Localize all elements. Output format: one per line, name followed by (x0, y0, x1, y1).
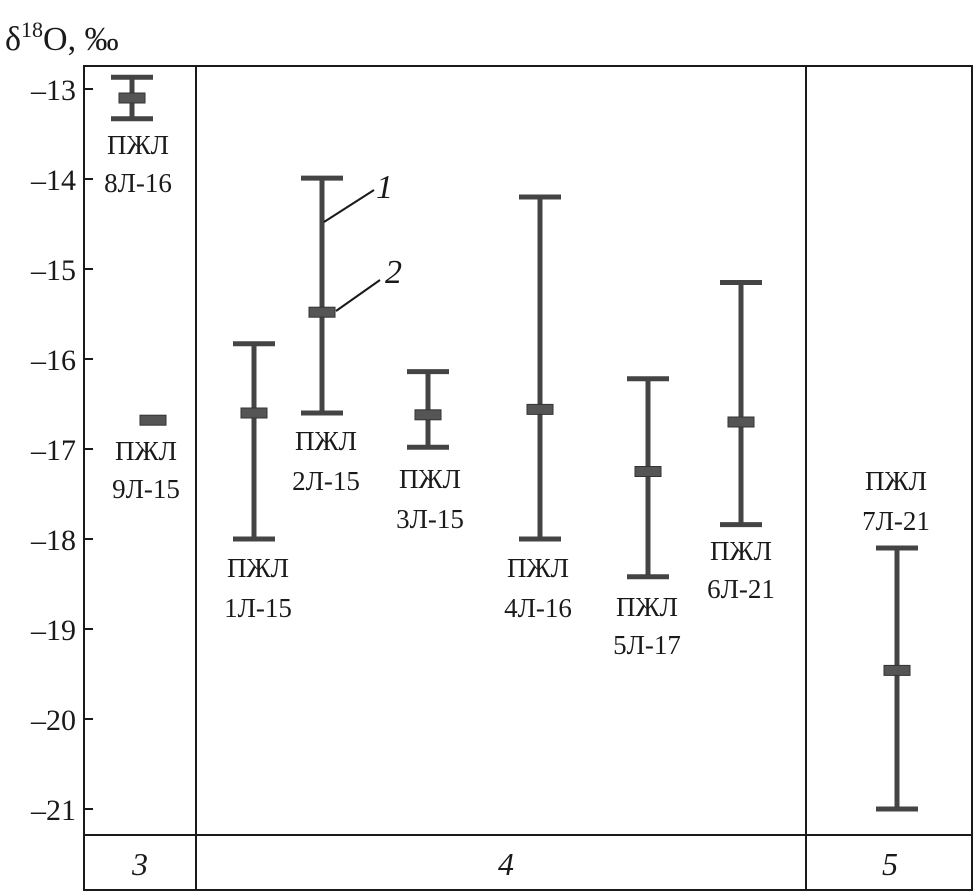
group-label-4: 4 (498, 846, 514, 882)
errorbar-7Л-21 (876, 545, 918, 812)
mean-marker (118, 92, 146, 104)
sample-label-code: ПЖЛ (507, 553, 569, 583)
errorbar-4Л-16 (519, 194, 561, 542)
sample-label-code: ПЖЛ (710, 536, 772, 566)
sample-label-code: ПЖЛ (865, 466, 927, 496)
group-label-5: 5 (882, 846, 898, 882)
sample-label-id: 8Л-16 (104, 168, 172, 198)
y-tick-label: –17 (30, 434, 76, 467)
annotation-1-leader (323, 189, 375, 223)
errorbar-1Л-15 (233, 341, 275, 542)
y-tick-label: –20 (30, 704, 76, 737)
sample-label-id: 9Л-15 (112, 474, 180, 504)
sample-label-id: 6Л-21 (707, 574, 775, 604)
sample-label-code: ПЖЛ (295, 426, 357, 456)
y-tick-label: –14 (30, 164, 76, 197)
legend-annotations: 12 (323, 169, 402, 312)
y-tick-label: –19 (30, 614, 76, 647)
chart-frame (83, 65, 973, 891)
sample-label-id: 3Л-15 (396, 504, 464, 534)
annotation-2-leader (335, 279, 381, 312)
y-axis-label: δ18O, ‰ (5, 17, 119, 58)
mean-marker (634, 466, 662, 477)
sample-label-id: 4Л-16 (504, 593, 572, 623)
sample-label-code: ПЖЛ (107, 130, 169, 160)
sample-labels: ПЖЛ 8Л-16 ПЖЛ 9Л-15 ПЖЛ 1Л-15 ПЖЛ 2Л-15 ПЖЛ 3Л-15… (104, 130, 930, 660)
errorbar-3Л-15 (407, 369, 449, 450)
annotation-1-label: 1 (376, 169, 393, 206)
sample-label-id: 2Л-15 (292, 466, 360, 496)
y-axis: –13 –14 –15 –16 –17 –18 –19 –20 –21 (30, 74, 93, 827)
errorbar-5Л-17 (627, 376, 669, 580)
y-tick-label: –15 (30, 254, 76, 287)
group-label-3: 3 (131, 846, 148, 882)
mean-marker (883, 664, 911, 676)
annotation-2-label: 2 (385, 254, 402, 291)
plot-border (83, 65, 973, 891)
mean-marker (308, 306, 336, 318)
data-marks (111, 74, 918, 812)
sample-label-code: ПЖЛ (115, 436, 177, 466)
sample-label-code: ПЖЛ (616, 592, 678, 622)
sample-label-code: ПЖЛ (227, 553, 289, 583)
errorbar-8Л-16 (111, 74, 153, 122)
sample-label-code: ПЖЛ (399, 464, 461, 494)
y-tick-label: –21 (30, 794, 76, 827)
mean-marker (139, 414, 167, 426)
sample-label-id: 7Л-21 (862, 506, 930, 536)
y-tick-label: –18 (30, 524, 76, 557)
mean-marker (526, 403, 554, 415)
errorbar-2Л-15 (301, 175, 343, 416)
errorbar-9Л-15 (139, 414, 167, 426)
y-tick-label: –16 (30, 344, 76, 377)
sample-label-id: 1Л-15 (224, 593, 292, 623)
sample-label-id: 5Л-17 (613, 630, 681, 660)
errorbar-6Л-21 (720, 280, 762, 528)
mean-marker (414, 409, 442, 421)
group-labels: 3 4 5 (131, 846, 898, 882)
mean-marker (240, 407, 268, 419)
mean-marker (727, 416, 755, 428)
y-tick-label: –13 (30, 74, 76, 107)
